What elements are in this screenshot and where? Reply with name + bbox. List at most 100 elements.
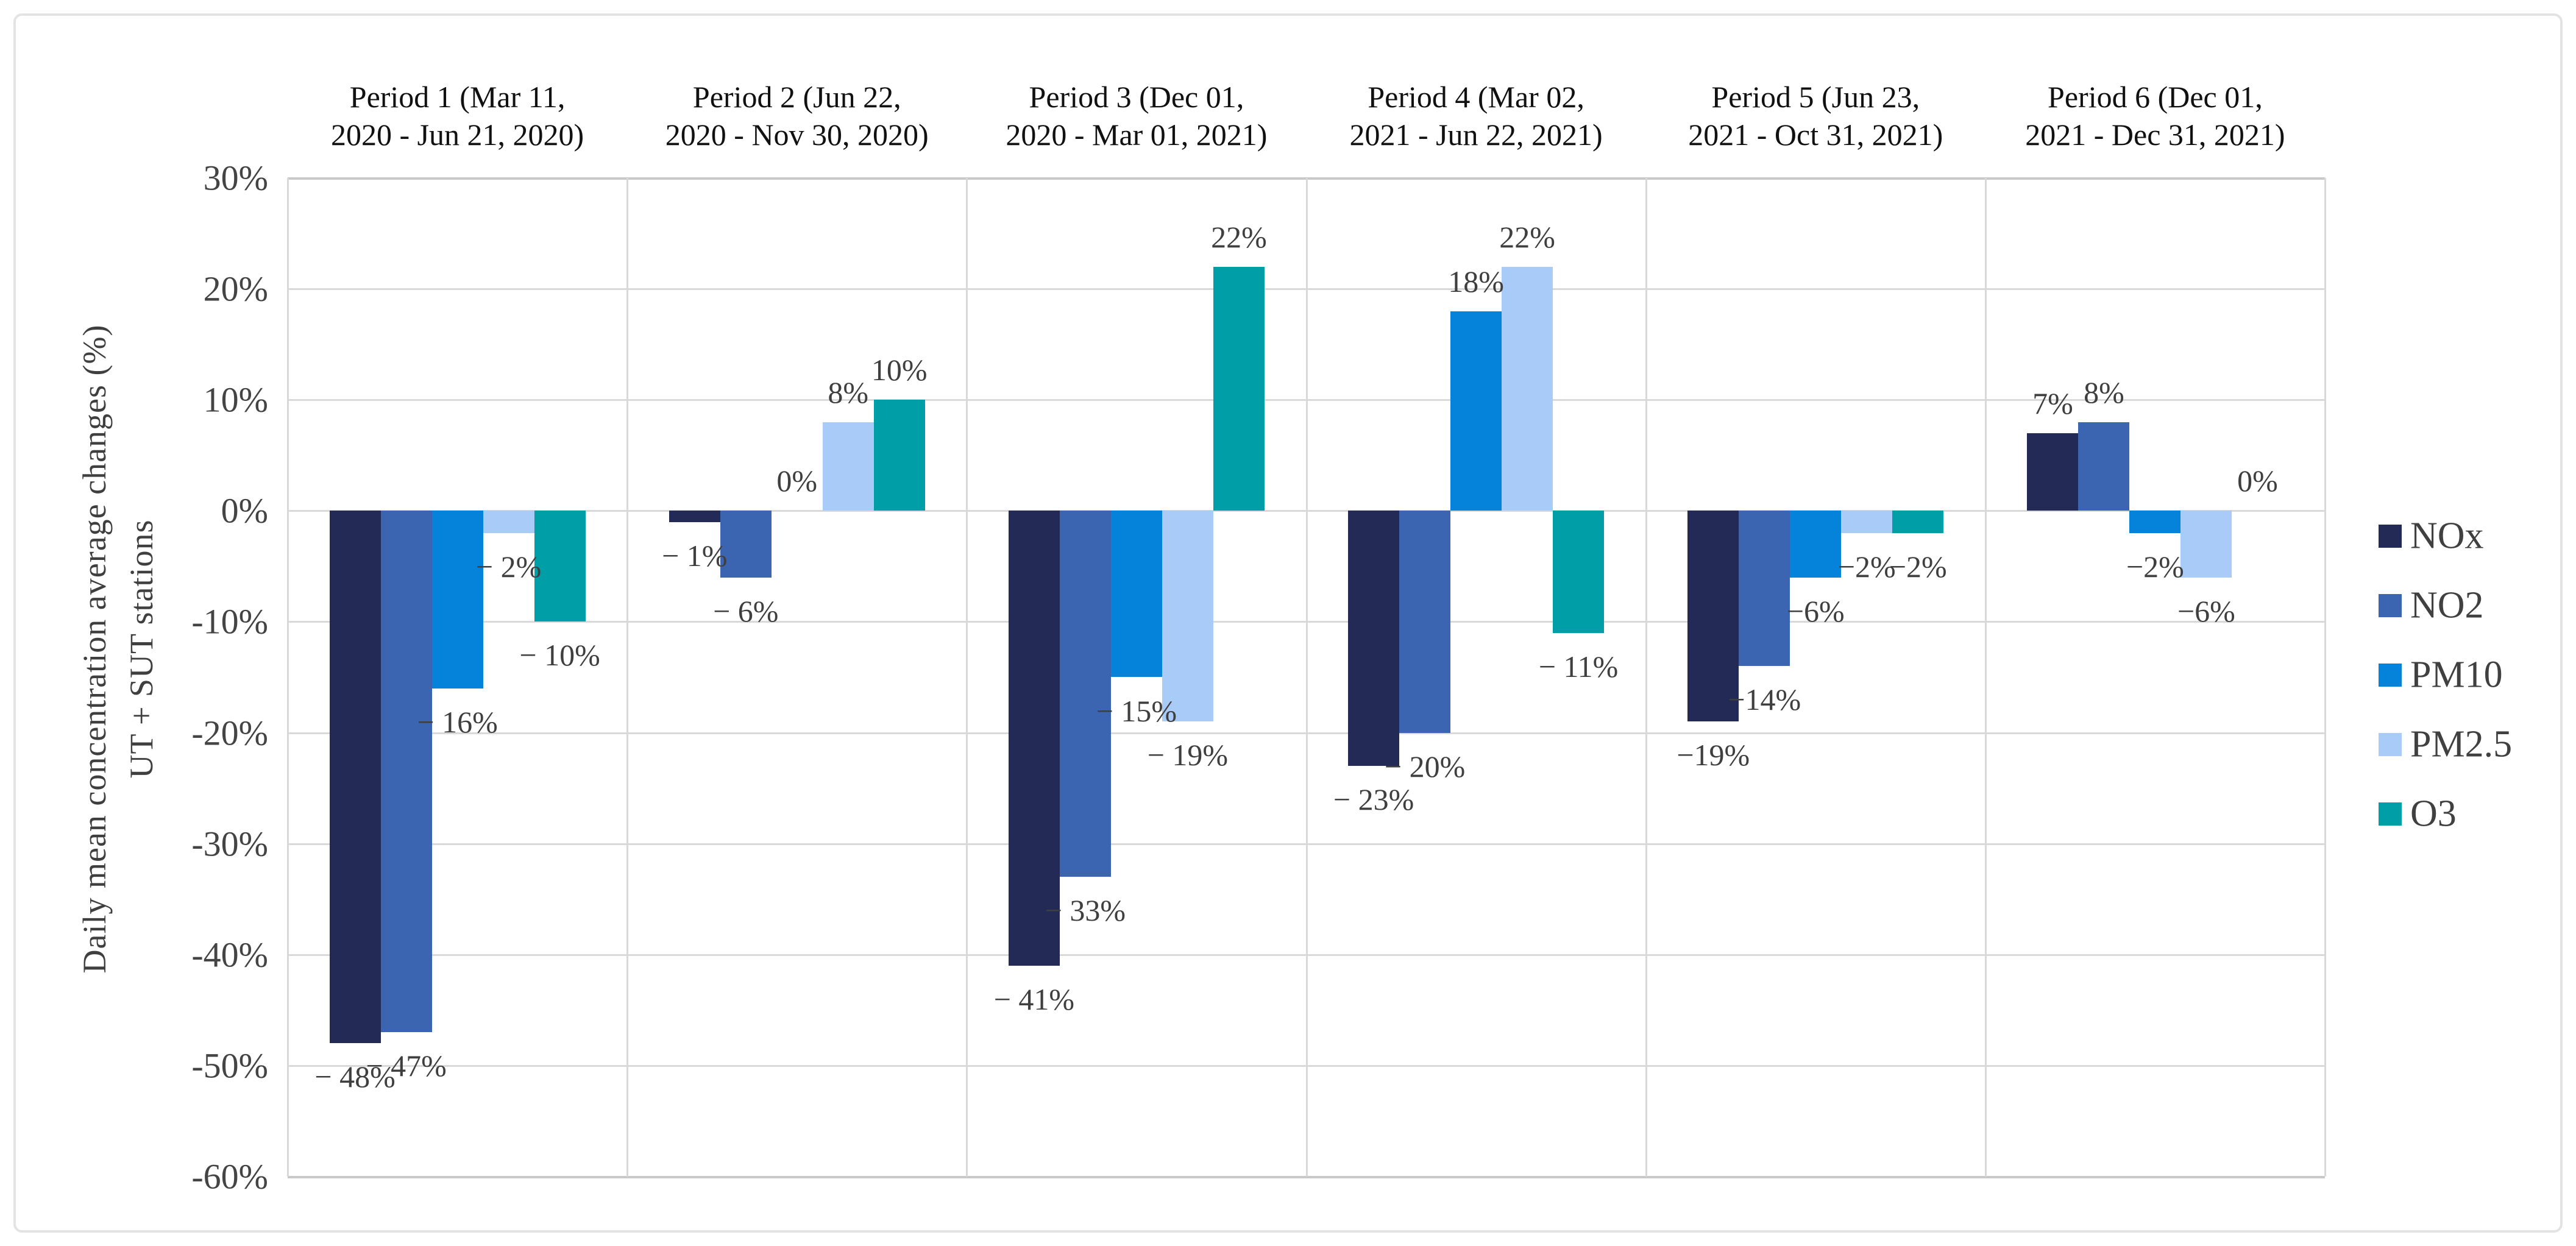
y-tick-0%: 0% — [221, 490, 268, 531]
y-tick--20%: -20% — [191, 713, 268, 753]
bar-label-PM10-period6: −2% — [2126, 549, 2184, 584]
bar-NOx-period2 — [669, 511, 720, 522]
bar-label-O3-period6: 0% — [2237, 464, 2278, 498]
bar-NOx-period5 — [1687, 511, 1739, 722]
period-header-1-line1: Period 1 (Mar 11, — [349, 80, 566, 114]
bar-label-O3-period2: 10% — [871, 353, 928, 388]
bar-label-PM10-period2: 0% — [776, 464, 818, 498]
period-header-6-line2: 2021 - Dec 31, 2021) — [2025, 118, 2285, 152]
bar-label-PM10-period3: − 15% — [1096, 693, 1177, 728]
bar-NOx-period3 — [1008, 511, 1060, 966]
bar-label-NOx-period5: −19% — [1677, 738, 1750, 773]
y-axis-title-line1: Daily mean concentration average changes… — [76, 324, 113, 974]
y-tick--60%: -60% — [191, 1156, 268, 1197]
period-header-5: Period 5 (Jun 23, 2021 - Oct 31, 2021) — [1688, 78, 1943, 154]
bar-label-NO2-period3: − 33% — [1045, 893, 1126, 928]
bar-label-PM2.5-period6: −6% — [2177, 593, 2235, 628]
bar-label-PM2.5-period2: 8% — [828, 375, 869, 409]
bar-NOx-period6 — [2027, 433, 2079, 511]
period-header-3-line2: 2020 - Mar 01, 2021) — [1006, 118, 1268, 152]
legend-item-NO2: NO2 — [2379, 584, 2576, 626]
bar-label-PM10-period5: −6% — [1786, 593, 1845, 628]
bar-PM10-period6 — [2129, 511, 2181, 533]
bar-label-NOx-period4: − 23% — [1333, 782, 1414, 817]
panel-border-5 — [1984, 178, 1987, 1177]
bar-label-O3-period5: −2% — [1889, 549, 1947, 584]
bar-PM10-period3 — [1110, 511, 1162, 678]
bar-NOx-period1 — [329, 511, 381, 1044]
bar-NO2-period2 — [720, 511, 772, 578]
legend-label-NO2: NO2 — [2410, 584, 2484, 626]
period-header-4-line2: 2021 - Jun 22, 2021) — [1349, 118, 1603, 152]
panel-border-0 — [287, 178, 289, 1177]
y-tick--30%: -30% — [191, 824, 268, 864]
period-header-1-line2: 2020 - Jun 21, 2020) — [330, 118, 584, 152]
bar-PM2.5-period3 — [1162, 511, 1213, 722]
bar-label-PM2.5-period1: − 2% — [475, 549, 542, 584]
bar-label-NO2-period5: −14% — [1728, 682, 1801, 717]
bar-O3-period2 — [873, 400, 925, 511]
bar-label-NOx-period3: − 41% — [993, 982, 1075, 1016]
bar-label-NO2-period4: − 20% — [1384, 749, 1466, 784]
legend-swatch-PM10 — [2379, 664, 2402, 687]
period-header-2-line1: Period 2 (Jun 22, — [692, 80, 901, 114]
period-header-1: Period 1 (Mar 11, 2020 - Jun 21, 2020) — [331, 78, 584, 154]
bar-O3-period3 — [1213, 266, 1265, 511]
bar-label-NO2-period6: 8% — [2084, 375, 2124, 409]
bar-PM10-period1 — [431, 511, 483, 688]
legend-swatch-PM2.5 — [2379, 733, 2402, 756]
bar-NO2-period6 — [2078, 422, 2130, 511]
bar-NO2-period3 — [1059, 511, 1111, 877]
period-header-3-line1: Period 3 (Dec 01, — [1029, 80, 1244, 114]
bar-label-NO2-period2: − 6% — [713, 593, 779, 628]
bar-PM10-period5 — [1790, 511, 1842, 578]
panel-border-1 — [626, 178, 629, 1177]
legend-label-PM2.5: PM2.5 — [2410, 723, 2513, 765]
bar-label-O3-period1: − 10% — [519, 638, 600, 673]
bar-label-NO2-period1: − 47% — [366, 1049, 447, 1083]
legend-item-NOx: NOx — [2379, 515, 2576, 557]
bar-label-NOx-period2: − 1% — [662, 538, 728, 573]
bar-label-PM10-period4: 18% — [1448, 264, 1504, 299]
bar-PM2.5-period6 — [2180, 511, 2232, 578]
y-tick-20%: 20% — [203, 269, 268, 309]
panel-border-3 — [1305, 178, 1308, 1177]
bar-label-O3-period4: − 11% — [1538, 649, 1619, 684]
period-header-4: Period 4 (Mar 02, 2021 - Jun 22, 2021) — [1349, 78, 1602, 154]
period-header-5-line1: Period 5 (Jun 23, — [1711, 80, 1920, 114]
bar-label-PM2.5-period3: − 19% — [1147, 738, 1229, 773]
legend-item-PM10: PM10 — [2379, 654, 2576, 696]
bar-O3-period1 — [534, 511, 586, 622]
bar-O3-period5 — [1892, 511, 1944, 533]
legend-swatch-NO2 — [2379, 594, 2402, 617]
bar-label-NOx-period1: − 48% — [314, 1060, 396, 1094]
bar-NO2-period5 — [1739, 511, 1790, 667]
figure-border — [13, 13, 2563, 1233]
y-tick-30%: 30% — [203, 158, 268, 198]
y-tick--50%: -50% — [191, 1046, 268, 1086]
bar-NO2-period1 — [380, 511, 432, 1033]
period-header-2: Period 2 (Jun 22, 2020 - Nov 30, 2020) — [665, 78, 929, 154]
gridline--60% — [288, 1176, 2325, 1178]
legend-swatch-O3 — [2379, 802, 2402, 826]
y-tick--10%: -10% — [191, 601, 268, 642]
bar-PM10-period4 — [1450, 311, 1502, 511]
period-header-3: Period 3 (Dec 01, 2020 - Mar 01, 2021) — [1006, 78, 1267, 154]
period-header-6: Period 6 (Dec 01, 2021 - Dec 31, 2021) — [2025, 78, 2285, 154]
panel-border-2 — [966, 178, 968, 1177]
legend-label-O3: O3 — [2410, 793, 2457, 835]
bar-label-PM10-period1: − 16% — [417, 704, 498, 739]
legend-item-O3: O3 — [2379, 793, 2576, 835]
bar-label-PM2.5-period4: 22% — [1499, 219, 1555, 254]
period-header-6-line1: Period 6 (Dec 01, — [2048, 80, 2263, 114]
bar-label-PM2.5-period5: −2% — [1837, 549, 1896, 584]
legend-label-NOx: NOx — [2410, 515, 2484, 557]
legend-swatch-NOx — [2379, 525, 2402, 548]
bar-NOx-period4 — [1348, 511, 1400, 766]
legend-item-PM2.5: PM2.5 — [2379, 723, 2576, 765]
panel-border-6 — [2324, 178, 2326, 1177]
bar-PM2.5-period1 — [483, 511, 534, 533]
panel-border-4 — [1645, 178, 1647, 1177]
bar-label-NOx-period6: 7% — [2032, 386, 2073, 420]
bar-PM2.5-period2 — [822, 422, 874, 511]
